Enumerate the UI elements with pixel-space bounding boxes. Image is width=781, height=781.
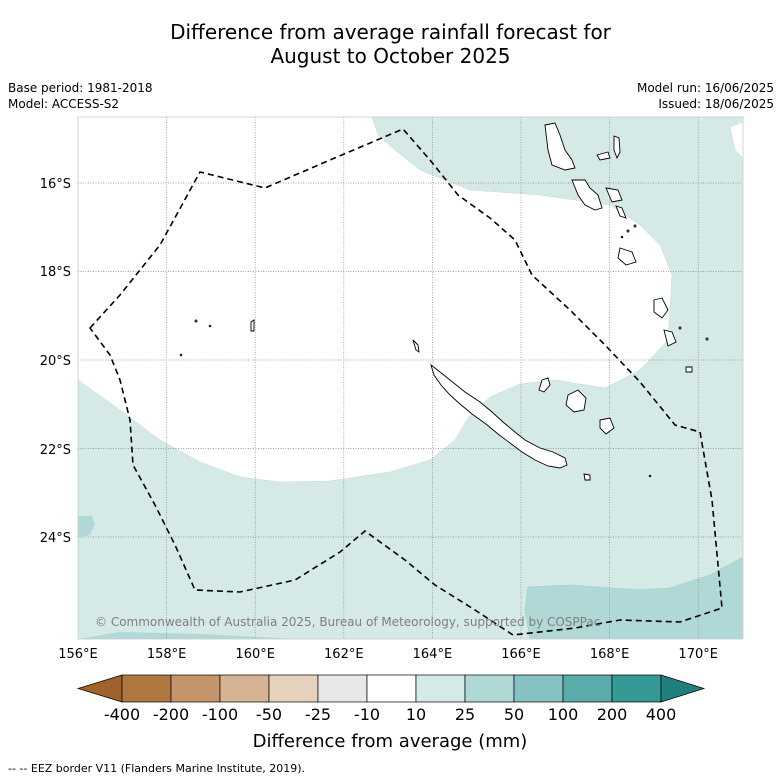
- colorbar-cell: [219, 674, 270, 703]
- title-line-1: Difference from average rainfall forecas…: [170, 20, 611, 44]
- colorbar-tick-label: 25: [455, 705, 475, 724]
- isle-of-pines: [583, 473, 591, 481]
- colorbar-tick-label: 50: [504, 705, 524, 724]
- eez-footnote: -- -- EEZ border V11 (Flanders Marine In…: [8, 762, 306, 775]
- colorbar-cell: [611, 674, 662, 703]
- eez-border: [88, 128, 723, 636]
- colorbar-tick-label: -100: [202, 705, 238, 724]
- colorbar-tick-label: 100: [548, 705, 579, 724]
- map-frame: [77, 116, 744, 640]
- colorbar-title: Difference from average (mm): [253, 731, 528, 752]
- colorbar-cell: [268, 674, 319, 703]
- loyalty-islands-mare: [599, 417, 615, 435]
- loyalty-islands-ouvea: [538, 377, 551, 393]
- lon-label-156e: 156°E: [58, 647, 98, 662]
- model-run: Model run: 16/06/2025: [636, 81, 774, 95]
- colorbar-tick-labels: -400 -200 -100 -50 -25 -10 10 25 50 100 200 400: [104, 705, 676, 724]
- copyright-notice: © Commonwealth of Australia 2025, Bureau…: [95, 615, 600, 629]
- lat-label-16s: 16°S: [40, 177, 71, 192]
- meta-right: Model run: 16/06/2025 Issued: 18/06/2025: [637, 80, 774, 112]
- lon-label-158e: 158°E: [147, 647, 187, 662]
- issued-date: Issued: 18/06/2025: [658, 97, 774, 111]
- rain-band-25-50-patch: [78, 516, 95, 537]
- model-name: Model: ACCESS-S2: [8, 97, 120, 111]
- colorbar-cell: [170, 674, 221, 703]
- colorbar-extend-low: [76, 674, 123, 703]
- colorbar-cells: [121, 674, 662, 703]
- lon-label-166e: 166°E: [501, 647, 541, 662]
- longitude-labels: 156°E 158°E 160°E 162°E 164°E 166°E 168°…: [58, 647, 718, 662]
- colorbar-tick-label: -25: [305, 705, 331, 724]
- map-area: © Commonwealth of Australia 2025, Bureau…: [78, 117, 743, 639]
- colorbar: -400 -200 -100 -50 -25 -10 10 25 50 100 200 400 Dif…: [76, 674, 706, 752]
- lat-label-20s: 20°S: [40, 354, 71, 369]
- lon-label-168e: 168°E: [590, 647, 630, 662]
- colorbar-cell: [366, 674, 417, 703]
- meta-left: Base period: 1981-2018 Model: ACCESS-S2: [8, 80, 153, 112]
- colorbar-cell: [562, 674, 613, 703]
- colorbar-cell: [464, 674, 515, 703]
- rain-band-25-50-strip: [78, 632, 300, 639]
- colorbar-cell: [513, 674, 564, 703]
- lon-label-170e: 170°E: [678, 647, 718, 662]
- title-line-2: August to October 2025: [270, 44, 511, 68]
- colorbar-tick-label: 200: [597, 705, 628, 724]
- loyalty-islands-lifou: [565, 389, 587, 413]
- colorbar-tick-label: 10: [406, 705, 426, 724]
- belep-islands: [412, 339, 420, 353]
- colorbar-tick-label: -50: [256, 705, 282, 724]
- vanuatu-coastline: [544, 122, 693, 373]
- lat-label-18s: 18°S: [40, 265, 71, 280]
- lon-label-160e: 160°E: [235, 647, 275, 662]
- colorbar-cell: [415, 674, 466, 703]
- colorbar-tick-label: -10: [354, 705, 380, 724]
- map-title: Difference from average rainfall forecas…: [0, 20, 781, 68]
- colorbar-cell: [121, 674, 172, 703]
- colorbar-tick-label: 400: [646, 705, 677, 724]
- rain-band-near-average-notch: [729, 121, 743, 159]
- rain-band-near-average: [78, 117, 673, 483]
- colorbar-tick-label: -200: [153, 705, 189, 724]
- colorbar-cell: [317, 674, 368, 703]
- lon-label-162e: 162°E: [324, 647, 364, 662]
- lat-label-24s: 24°S: [40, 531, 71, 546]
- lon-label-164e: 164°E: [413, 647, 453, 662]
- graticule: [78, 117, 743, 639]
- small-islands: [179, 224, 709, 478]
- base-period: Base period: 1981-2018: [8, 81, 153, 95]
- new-caledonia-coastline: [430, 363, 568, 469]
- colorbar-tick-label: -400: [104, 705, 140, 724]
- latitude-labels: 16°S 18°S 20°S 22°S 24°S: [40, 177, 71, 546]
- lat-label-22s: 22°S: [40, 443, 71, 458]
- colorbar-extend-high: [660, 674, 706, 703]
